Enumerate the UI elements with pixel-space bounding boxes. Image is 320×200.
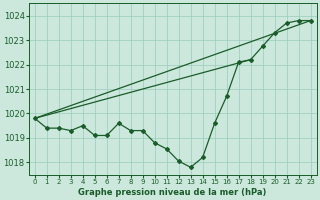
X-axis label: Graphe pression niveau de la mer (hPa): Graphe pression niveau de la mer (hPa) — [78, 188, 267, 197]
